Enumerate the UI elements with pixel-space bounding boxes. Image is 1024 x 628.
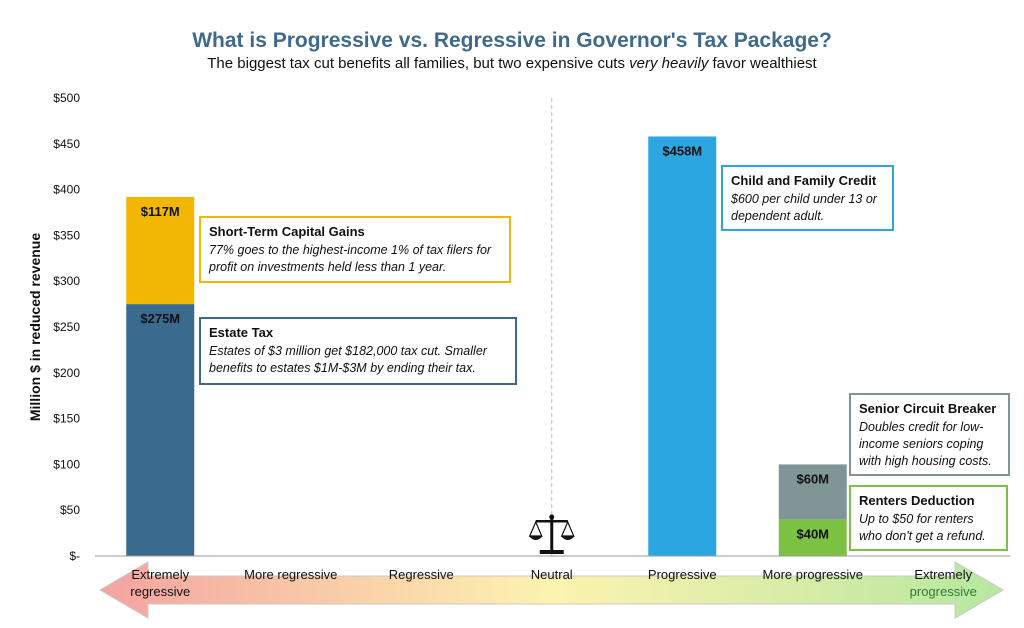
scales-of-justice-icon xyxy=(539,550,564,554)
y-tick-label: $250 xyxy=(53,320,80,334)
scales-of-justice-icon xyxy=(535,520,568,523)
scales-of-justice-icon xyxy=(528,536,543,540)
y-tick-label: $500 xyxy=(53,91,80,105)
x-category-label: Progressive xyxy=(648,567,717,582)
x-category-label: regressive xyxy=(130,584,190,599)
y-tick-label: $150 xyxy=(53,412,80,426)
annotation-body: Up to $50 for renters who don't get a re… xyxy=(859,512,986,543)
x-category-label: More progressive xyxy=(763,567,863,582)
scales-of-justice-icon xyxy=(560,536,575,540)
annotation-body: $600 per child under 13 or dependent adu… xyxy=(731,192,877,223)
x-category-label: Neutral xyxy=(531,567,573,582)
bar-value-label: $458M xyxy=(662,143,702,158)
bar-value-label: $60M xyxy=(796,471,829,486)
x-category-label: More regressive xyxy=(244,567,337,582)
y-axis-label: Million $ in reduced revenue xyxy=(27,233,43,421)
bar-child-and-family-credit xyxy=(648,136,717,557)
annotation-body: Estates of $3 million get $182,000 tax c… xyxy=(209,344,487,375)
chart-title: What is Progressive vs. Regressive in Go… xyxy=(192,29,832,52)
scales-of-justice-icon xyxy=(550,518,554,551)
annotation-child-and-family-credit: Child and Family Credit $600 per child u… xyxy=(721,165,894,231)
annotation-body: 77% goes to the highest-income 1% of tax… xyxy=(209,243,492,274)
y-tick-label: $450 xyxy=(53,137,80,151)
bar-value-label: $275M xyxy=(140,311,180,326)
chart-subtitle: The biggest tax cut benefits all familie… xyxy=(207,55,817,72)
x-category-label: Regressive xyxy=(389,567,454,582)
annotation-heading: Child and Family Credit xyxy=(731,173,877,188)
scale-arrow xyxy=(99,561,1004,619)
annotation-heading: Short-Term Capital Gains xyxy=(209,224,365,239)
annotation-short-term-capital-gains: Short-Term Capital Gains 77% goes to the… xyxy=(199,216,511,283)
y-tick-label: $50 xyxy=(60,503,80,517)
y-tick-label: $100 xyxy=(53,457,80,471)
y-tick-label: $- xyxy=(69,549,80,563)
y-tick-label: $350 xyxy=(53,228,80,242)
bar-renters-deduction xyxy=(778,519,847,556)
bar-senior-circuit-breaker xyxy=(778,464,847,520)
annotation-heading: Renters Deduction xyxy=(859,493,975,508)
y-tick-label: $400 xyxy=(53,183,80,197)
bar-short-term-capital-gains xyxy=(126,196,195,305)
bar-value-label: $117M xyxy=(141,204,180,219)
annotation-body: Doubles credit for low-income seniors co… xyxy=(859,420,992,468)
annotation-renters-deduction: Renters Deduction Up to $50 for renters … xyxy=(849,485,1008,551)
x-category-label: Extremely xyxy=(914,567,972,582)
annotation-estate-tax: Estate Tax Estates of $3 million get $18… xyxy=(199,317,517,385)
annotation-heading: Estate Tax xyxy=(209,325,274,340)
annotation-heading: Senior Circuit Breaker xyxy=(859,401,997,416)
annotation-senior-circuit-breaker: Senior Circuit Breaker Doubles credit fo… xyxy=(849,393,1010,476)
scales-of-justice-icon xyxy=(549,514,555,520)
scales-of-justice-icon xyxy=(528,520,543,537)
y-tick-label: $300 xyxy=(53,274,80,288)
bar-value-label: $40M xyxy=(796,526,829,541)
y-tick-label: $200 xyxy=(53,366,80,380)
x-category-label: progressive xyxy=(910,584,977,599)
bar-estate-tax xyxy=(126,304,195,556)
scales-of-justice-icon xyxy=(560,520,575,537)
x-category-label: Extremely xyxy=(131,567,189,582)
